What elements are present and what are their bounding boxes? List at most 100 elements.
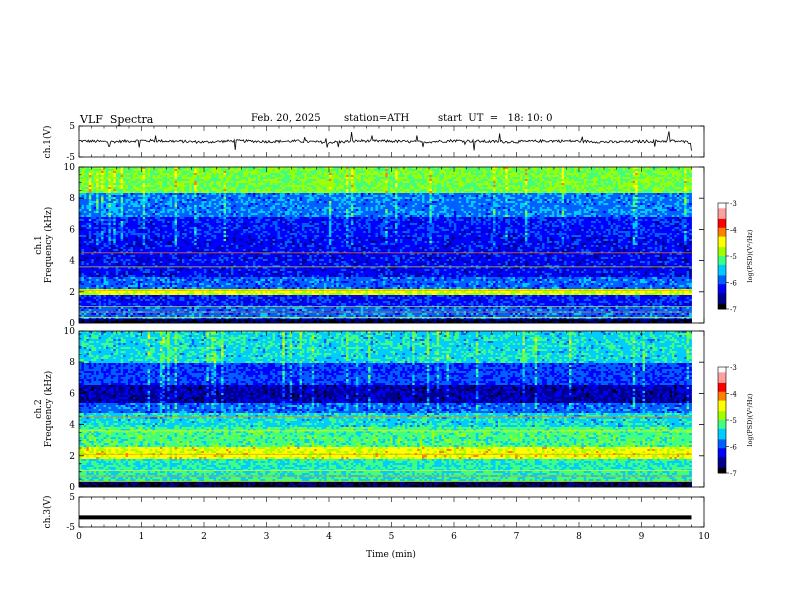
- ch1-spectrogram-cell: [125, 171, 129, 174]
- ch1-spectrogram-cell: [120, 173, 124, 176]
- ch1-spectrogram-cell: [248, 177, 251, 180]
- ch1-spectrogram-cell: [417, 177, 420, 180]
- ch1-spectrogram-cell: [248, 183, 251, 186]
- ch1-spectrogram-cell: [252, 171, 256, 174]
- ch1-spectrogram-cell: [424, 179, 428, 182]
- ch1-spectrogram-cell: [248, 173, 251, 176]
- ch1-spectrogram-cell: [184, 167, 188, 170]
- ch1-spectrogram-cell: [613, 181, 616, 184]
- ch1-spectrogram-cell: [375, 183, 379, 186]
- ch1-spectrogram-cell: [422, 171, 425, 174]
- ch1-spectrogram-cell: [86, 185, 90, 188]
- ch1-spectrogram-cell: [147, 173, 151, 176]
- ch1-spectrogram-cell: [382, 167, 386, 170]
- ch1-spectrogram-cell: [115, 171, 119, 174]
- ch1-spectrogram-cell: [679, 169, 683, 172]
- ch1-spectrogram-cell: [235, 169, 239, 172]
- ch1-spectrogram-cell: [605, 181, 609, 184]
- ch1-spectrogram-cell: [294, 183, 298, 186]
- ch1-spectrogram-cell: [502, 173, 506, 176]
- ch1-spectrogram-cell: [554, 181, 558, 184]
- ch1-spectrogram-cell: [115, 181, 119, 184]
- ch1-spectrogram-cell: [571, 181, 575, 184]
- ch1-spectrogram-cell: [191, 175, 195, 178]
- ch1-spectrogram-cell: [147, 185, 151, 188]
- ch1-spectrogram-cell: [495, 173, 499, 176]
- ch1-spectrogram-cell: [556, 175, 560, 178]
- ch1-spectrogram-cell: [343, 171, 347, 174]
- ch1-spectrogram-cell: [218, 179, 222, 182]
- ch1-spectrogram-cell: [434, 171, 438, 174]
- ch1-spectrogram-cell: [387, 177, 391, 180]
- ch1-spectrogram-cell: [275, 183, 278, 186]
- ch1-spectrogram-cell: [245, 177, 249, 180]
- ch1-spectrogram-cell: [152, 169, 156, 172]
- ch1-spectrogram-cell: [355, 179, 359, 182]
- ch1-spectrogram-cell: [336, 175, 340, 178]
- ch1-spectrogram-cell: [267, 167, 271, 170]
- ch1-spectrogram-cell: [588, 181, 592, 184]
- ch1-spectrogram-cell: [537, 175, 540, 178]
- ch1-spectrogram-cell: [493, 171, 496, 174]
- ch1-spectrogram-cell: [213, 181, 217, 184]
- ch1-spectrogram-cell: [600, 183, 604, 186]
- ch1-spectrogram-cell: [439, 171, 442, 174]
- ch1-spectrogram-cell: [157, 177, 161, 180]
- ch1-spectrogram-cell: [105, 177, 109, 180]
- ch1-spectrogram-cell: [444, 183, 447, 186]
- ch1-spectrogram-cell: [471, 167, 474, 170]
- ch1-spectrogram-cell: [583, 175, 587, 178]
- ch1-spectrogram-cell: [500, 167, 504, 170]
- ch1-spectrogram-cell: [380, 181, 384, 184]
- ch1-spectrogram-cell: [684, 177, 687, 180]
- ch1-spectrogram-cell: [622, 173, 626, 176]
- ch1-spectrogram-cell: [387, 181, 391, 184]
- ch1-spectrogram-cell: [235, 179, 239, 182]
- ch1-spectrogram-cell: [667, 179, 670, 182]
- ch1-spectrogram-cell: [620, 183, 624, 186]
- ch1-spectrogram-cell: [370, 167, 374, 170]
- ch1-spectrogram-cell: [125, 177, 129, 180]
- ch1-spectrogram-cell: [546, 181, 550, 184]
- ch1-spectrogram-cell: [79, 173, 82, 176]
- ch1-spectrogram-cell: [252, 181, 256, 184]
- ch1-spectrogram-cell: [456, 173, 460, 176]
- ch1-spectrogram-cell: [306, 183, 310, 186]
- ch1-spectrogram-cell: [669, 171, 673, 174]
- ch1-spectrogram-cell: [191, 177, 195, 180]
- ch1-spectrogram-cell: [306, 177, 310, 180]
- ch1-spectrogram-cell: [466, 177, 469, 180]
- ch1-spectrogram-cell: [488, 175, 491, 178]
- ch1-spectrogram-cell: [605, 173, 609, 176]
- ch1-spectrogram-cell: [275, 179, 278, 182]
- ch1-spectrogram-cell: [559, 167, 563, 170]
- ch1-spectrogram-cell: [348, 173, 352, 176]
- ch1-spectrogram-cell: [377, 179, 381, 182]
- ch1-spectrogram-cell: [233, 167, 237, 170]
- ch1-spectrogram-cell: [172, 171, 175, 174]
- ch1-spectrogram-cell: [201, 185, 205, 188]
- ch1-spectrogram-cell: [223, 169, 227, 172]
- ch1-spectrogram-cell: [510, 167, 514, 170]
- ch1-spectrogram-cell: [635, 179, 638, 182]
- ch1-spectrogram-cell: [360, 183, 364, 186]
- ch1-spectrogram-cell: [407, 169, 411, 172]
- ch1-spectrogram-cell: [473, 173, 477, 176]
- ch1-spectrogram-cell: [649, 173, 653, 176]
- ch1-spectrogram-cell: [581, 167, 585, 170]
- ch1-spectrogram-cell: [392, 181, 396, 184]
- ch1-spectrogram-cell: [167, 171, 171, 174]
- ch1-spectrogram-cell: [622, 183, 626, 186]
- ch1-spectrogram-cell: [654, 183, 658, 186]
- ch1-spectrogram-cell: [600, 171, 604, 174]
- ch1-spectrogram-cell: [88, 185, 92, 188]
- ch1-spectrogram-cell: [103, 175, 107, 178]
- ch1-spectrogram-cell: [248, 179, 251, 182]
- ch1-spectrogram-cell: [316, 177, 320, 180]
- ch1-spectrogram-cell: [522, 169, 526, 172]
- ch1-spectrogram-cell: [669, 167, 673, 170]
- ch1-spectrogram-cell: [610, 167, 614, 170]
- ch1-spectrogram-cell: [218, 185, 222, 188]
- ch1-spectrogram-cell: [664, 173, 668, 176]
- ch1-spectrogram-cell: [167, 183, 171, 186]
